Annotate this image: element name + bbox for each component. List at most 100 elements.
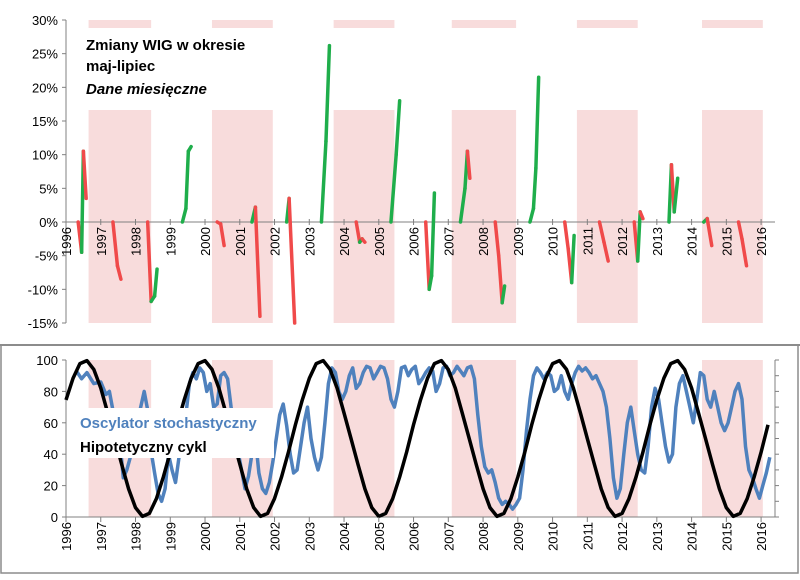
wig-segment-2011 — [602, 240, 610, 263]
wig-segment-2013 — [672, 176, 680, 214]
top-band-5 — [702, 110, 763, 323]
top-band-0 — [88, 110, 152, 323]
wig-segment-2007 — [458, 186, 467, 224]
wig-segment-1996 — [81, 149, 88, 201]
bottom-x-tick-label: 2009 — [511, 522, 526, 551]
top-x-tick-label: 2006 — [407, 227, 422, 256]
oscillator-line — [74, 364, 772, 511]
wig-segment-2008 — [493, 220, 501, 258]
top-y-tick-label: 5% — [39, 181, 58, 196]
top-x-tick-label: 1997 — [94, 227, 109, 256]
top-y-tick-label: 0% — [39, 215, 58, 230]
wig-segment-2014 — [705, 216, 714, 248]
bottom-y-tick-label: 20 — [44, 479, 58, 494]
wig-segment-2003 — [324, 43, 332, 143]
top-x-tick-label: 2010 — [546, 227, 561, 256]
wig-segment-2004 — [354, 220, 362, 244]
wig-segment-2003 — [319, 139, 328, 224]
bottom-x-tick-label: 2006 — [407, 522, 422, 551]
top-x-tick-label: 2007 — [441, 227, 456, 256]
top-y-tick-label: 30% — [32, 13, 58, 28]
bottom-x-tick-label: 2008 — [476, 522, 491, 551]
bottom-x-tick-label: 1998 — [129, 522, 144, 551]
bottom-x-tick-label: 2004 — [337, 522, 352, 551]
wig-segment-2007 — [465, 149, 472, 180]
bottom-x-tick-label: 2015 — [719, 522, 734, 551]
wig-segment-1997 — [111, 220, 120, 268]
bottom-x-tick-label: 2010 — [546, 522, 561, 551]
bottom-x-tick-label: 2014 — [685, 522, 700, 551]
bottom-x-tick-label: 1999 — [163, 522, 178, 551]
bottom-x-tick-label: 2007 — [441, 522, 456, 551]
top-x-tick-label: 2001 — [233, 227, 248, 256]
wig-segment-1998 — [145, 220, 153, 304]
wig-segment-2008 — [500, 284, 507, 305]
bottom-x-tick-label: 2011 — [580, 522, 595, 550]
top-y-tick-label: -15% — [28, 316, 59, 331]
top-band-2 — [333, 110, 395, 323]
bottom-y-tick-label: 40 — [44, 447, 58, 462]
bottom-x-tick-label: 2002 — [268, 522, 283, 551]
wig-segment-1998 — [152, 267, 159, 298]
top-x-tick-label: 1996 — [59, 227, 74, 256]
wig-segment-1999 — [184, 149, 191, 211]
top-x-tick-label: 2008 — [476, 227, 491, 256]
legend-cycle: Hipotetyczny cykl — [80, 439, 207, 456]
wig-segment-2002 — [287, 196, 297, 325]
top-x-tick-label: 2003 — [302, 227, 317, 256]
top-x-tick-label: 2000 — [198, 227, 213, 256]
bottom-x-tick-label: 1997 — [94, 522, 109, 551]
wig-segment-2009 — [534, 75, 541, 170]
wig-segment-1999 — [180, 206, 188, 224]
top-y-tick-label: -10% — [28, 282, 59, 297]
top-band-cap-3 — [451, 20, 517, 28]
wig-segment-2011 — [597, 220, 606, 244]
wig-segment-2010 — [562, 220, 570, 251]
wig-segment-1997 — [115, 264, 123, 281]
bottom-x-tick-label: 2003 — [302, 522, 317, 551]
wig-segment-2009 — [528, 206, 536, 224]
top-band-cap-2 — [333, 20, 395, 28]
top-band-4 — [576, 110, 638, 323]
bottom-y-tick-label: 0 — [51, 510, 58, 525]
wig-segment-2015 — [740, 237, 749, 268]
bottom-y-tick-label: 80 — [44, 384, 58, 399]
top-x-tick-label: 1998 — [129, 227, 144, 256]
bottom-x-tick-label: 2001 — [233, 522, 248, 551]
bottom-x-tick-label: 2012 — [615, 522, 630, 551]
top-x-tick-label: 2013 — [650, 227, 665, 256]
wig-segment-2005 — [389, 152, 398, 224]
top-x-tick-label: 2015 — [719, 227, 734, 256]
legend-oscillator: Oscylator stochastyczny — [80, 415, 257, 432]
top-x-tick-label: 2004 — [337, 227, 352, 256]
wig-segment-2000 — [218, 222, 226, 248]
top-y-tick-label: -5% — [35, 249, 59, 264]
bottom-x-tick-label: 2005 — [372, 522, 387, 551]
bottom-x-tick-label: 1996 — [59, 522, 74, 551]
cycle-line — [64, 358, 770, 519]
top-y-tick-label: 10% — [32, 148, 58, 163]
wig-segment-2015 — [736, 220, 744, 241]
top-band-cap-5 — [702, 20, 763, 28]
wig-segment-2009 — [531, 166, 538, 211]
top-band-1 — [211, 110, 273, 323]
wig-segment-2006 — [423, 220, 431, 292]
top-y-tick-label: 20% — [32, 80, 58, 95]
top-x-tick-label: 1999 — [163, 227, 178, 256]
bottom-x-tick-label: 2016 — [754, 522, 769, 551]
bottom-y-tick-label: 100 — [36, 353, 58, 368]
bottom-band-5 — [702, 360, 763, 517]
top-band-cap-1 — [211, 20, 273, 28]
wig-segment-2012 — [635, 210, 642, 263]
bottom-legend: Oscylator stochastyczny Hipotetyczny cyk… — [74, 408, 274, 458]
bottom-x-tick-label: 2013 — [650, 522, 665, 551]
wig-segment-2012 — [638, 210, 645, 221]
top-x-tick-label: 2016 — [754, 227, 769, 256]
bottom-x-tick-label: 2000 — [198, 522, 213, 551]
wig-segment-2006 — [429, 191, 437, 278]
oscillator-panel: 100 80 60 40 20 0 1996 1997 1998 1999 2000 2001 200… — [36, 353, 779, 551]
wig-segment-2006 — [427, 274, 434, 292]
top-x-tick-label: 2011 — [580, 227, 595, 255]
